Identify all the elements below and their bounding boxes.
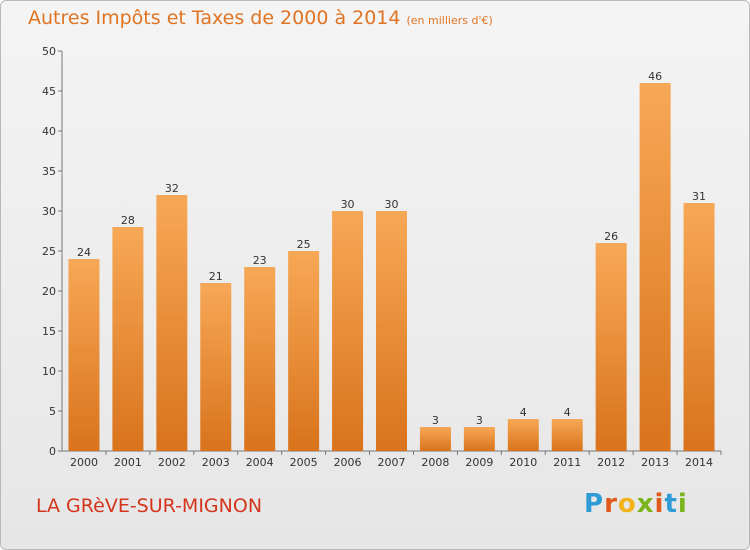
data-label: 3 [476, 414, 483, 427]
logo-letter: i [654, 489, 665, 519]
y-tick-label: 25 [42, 245, 56, 258]
title-text: Autres Impôts et Taxes de 2000 à 2014 [28, 7, 401, 29]
x-tick-label: 2005 [290, 456, 318, 469]
y-tick-label: 0 [49, 445, 56, 458]
data-label: 4 [520, 406, 527, 419]
logo-letter: x [636, 489, 655, 519]
bar [639, 83, 671, 451]
y-tick-label: 35 [42, 165, 56, 178]
proxiti-logo: Proxiti [584, 489, 688, 519]
data-label: 30 [385, 198, 399, 211]
y-tick-label: 10 [42, 365, 56, 378]
x-tick-label: 2011 [553, 456, 581, 469]
data-label: 21 [209, 270, 223, 283]
bar [244, 267, 276, 451]
commune-name: LA GRèVE-SUR-MIGNON [36, 495, 263, 517]
data-label: 24 [77, 246, 91, 259]
logo-letter: o [617, 489, 637, 519]
x-tick-label: 2008 [421, 456, 449, 469]
x-tick-label: 2003 [202, 456, 230, 469]
logo-letter: t [664, 489, 678, 519]
bar [595, 243, 627, 451]
logo-letter: i [677, 489, 688, 519]
y-tick-label: 50 [42, 45, 56, 58]
unit-label: (en milliers d'€) [406, 14, 493, 27]
bar [156, 195, 188, 451]
x-tick-label: 2014 [685, 456, 713, 469]
logo-letter: P [584, 489, 605, 519]
data-label: 28 [121, 214, 135, 227]
bar [200, 283, 232, 451]
logo-letter: r [604, 489, 618, 519]
y-tick-label: 40 [42, 125, 56, 138]
bar [419, 427, 451, 451]
bar [551, 419, 583, 451]
bar [463, 427, 495, 451]
x-tick-label: 2007 [378, 456, 406, 469]
bar [332, 211, 364, 451]
bar [376, 211, 407, 451]
x-tick-label: 2006 [334, 456, 362, 469]
x-tick-label: 2010 [509, 456, 537, 469]
bar [507, 419, 539, 451]
y-tick-label: 15 [42, 325, 56, 338]
x-tick-label: 2000 [70, 456, 98, 469]
chart-title: Autres Impôts et Taxes de 2000 à 2014 (en… [28, 7, 493, 29]
data-label: 3 [432, 414, 439, 427]
y-tick-label: 30 [42, 205, 56, 218]
y-tick-label: 45 [42, 85, 56, 98]
data-label: 23 [253, 254, 267, 267]
y-tick-label: 5 [49, 405, 56, 418]
y-tick-label: 20 [42, 285, 56, 298]
data-label: 32 [165, 182, 179, 195]
bar [68, 259, 100, 451]
x-tick-label: 2013 [641, 456, 669, 469]
bar [112, 227, 144, 451]
data-label: 26 [604, 230, 618, 243]
x-tick-label: 2004 [246, 456, 274, 469]
data-label: 46 [648, 70, 662, 83]
data-label: 31 [692, 190, 706, 203]
bar [288, 251, 320, 451]
data-label: 30 [341, 198, 355, 211]
bar [683, 203, 715, 451]
data-label: 25 [297, 238, 311, 251]
x-tick-label: 2009 [465, 456, 493, 469]
x-tick-label: 2012 [597, 456, 625, 469]
x-tick-label: 2001 [114, 456, 142, 469]
data-label: 4 [564, 406, 571, 419]
x-tick-label: 2002 [158, 456, 186, 469]
